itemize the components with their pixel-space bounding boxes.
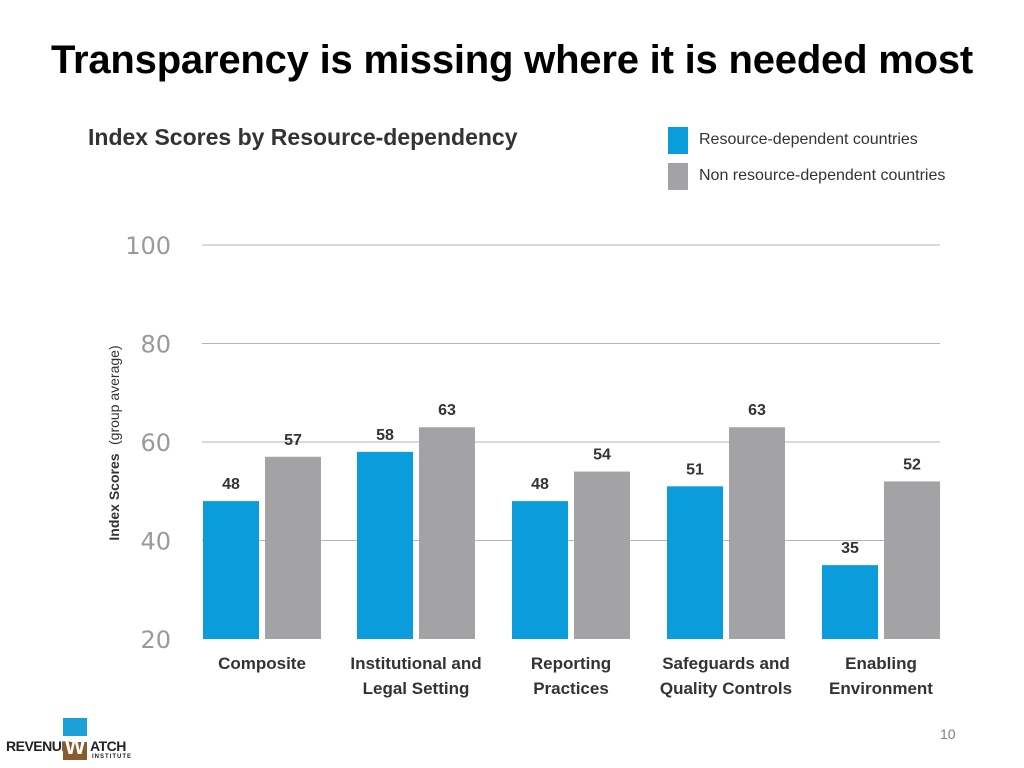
legend-label-non-resource-dependent: Non resource-dependent countries bbox=[699, 167, 946, 184]
category-labels: Composite Institutional and Legal Setting R… bbox=[218, 654, 933, 698]
y-tick-label-60: 60 bbox=[140, 429, 171, 457]
page-number: 10 bbox=[940, 726, 956, 742]
bar-resource-dependent-4 bbox=[822, 565, 878, 639]
bar-non-resource-dependent-0 bbox=[265, 456, 321, 639]
legend-item-non-resource-dependent: Non resource-dependent countries bbox=[668, 158, 945, 194]
legend-swatch-non-resource-dependent bbox=[668, 162, 688, 190]
y-axis-label-rest: (group average) bbox=[106, 345, 122, 445]
category-label-4-0: Enabling bbox=[845, 654, 917, 673]
svg-text:W: W bbox=[65, 734, 86, 759]
bar-resource-dependent-2 bbox=[512, 501, 568, 639]
bar-non-resource-dependent-4 bbox=[884, 481, 940, 639]
data-label-non-resource-dependent-0: 57 bbox=[284, 432, 302, 449]
chart-title: Index Scores by Resource-dependency bbox=[88, 124, 518, 150]
logo-subtext: INSTITUTE bbox=[92, 754, 132, 760]
data-label-non-resource-dependent-4: 52 bbox=[903, 456, 921, 473]
data-label-resource-dependent-0: 48 bbox=[222, 476, 240, 493]
data-label-resource-dependent-1: 58 bbox=[376, 427, 394, 444]
y-tick-label-100: 100 bbox=[125, 232, 171, 260]
category-label-4-1: Environment bbox=[829, 679, 933, 698]
category-label-1-1: Legal Setting bbox=[363, 679, 470, 698]
y-axis-ticks: 20 40 60 80 100 bbox=[125, 232, 171, 654]
data-label-non-resource-dependent-1: 63 bbox=[438, 402, 456, 419]
legend-swatch-resource-dependent bbox=[668, 126, 688, 154]
logo-mark-icon: W bbox=[63, 718, 87, 760]
data-label-resource-dependent-4: 35 bbox=[841, 540, 859, 557]
legend-item-resource-dependent: Resource-dependent countries bbox=[668, 122, 945, 158]
category-label-2-1: Practices bbox=[533, 679, 609, 698]
data-labels: 48 57 58 63 48 54 51 63 35 52 bbox=[222, 402, 921, 557]
logo-text-left: REVENUE bbox=[6, 738, 71, 754]
chart-bars bbox=[203, 427, 940, 639]
category-label-2-0: Reporting bbox=[531, 654, 611, 673]
y-tick-label-20: 20 bbox=[140, 626, 171, 654]
bar-resource-dependent-0 bbox=[203, 501, 259, 639]
slide-title: Transparency is missing where it is need… bbox=[50, 38, 974, 82]
y-axis-label: Index Scores (group average) bbox=[106, 345, 123, 540]
chart-legend: Resource-dependent countries Non resourc… bbox=[668, 122, 945, 194]
category-label-3-0: Safeguards and bbox=[662, 654, 790, 673]
bar-non-resource-dependent-2 bbox=[574, 471, 630, 639]
revenue-watch-logo: REVENUE W ATCH INSTITUTE bbox=[6, 716, 136, 762]
data-label-resource-dependent-3: 51 bbox=[686, 461, 704, 478]
legend-label-resource-dependent: Resource-dependent countries bbox=[699, 131, 918, 148]
data-label-resource-dependent-2: 48 bbox=[531, 476, 549, 493]
y-axis-label-bold: Index Scores bbox=[106, 453, 122, 540]
category-label-0-0: Composite bbox=[218, 654, 306, 673]
data-label-non-resource-dependent-2: 54 bbox=[593, 447, 611, 464]
bar-non-resource-dependent-1 bbox=[419, 427, 475, 639]
y-tick-label-40: 40 bbox=[140, 528, 171, 556]
data-label-non-resource-dependent-3: 63 bbox=[748, 402, 766, 419]
bar-resource-dependent-3 bbox=[667, 486, 723, 639]
chart-gridlines bbox=[202, 244, 940, 541]
logo-text-right: ATCH bbox=[90, 738, 126, 754]
category-label-1-0: Institutional and bbox=[350, 654, 481, 673]
bar-resource-dependent-1 bbox=[357, 451, 413, 639]
bar-non-resource-dependent-3 bbox=[729, 427, 785, 639]
y-tick-label-80: 80 bbox=[140, 331, 171, 359]
category-label-3-1: Quality Controls bbox=[660, 679, 792, 698]
